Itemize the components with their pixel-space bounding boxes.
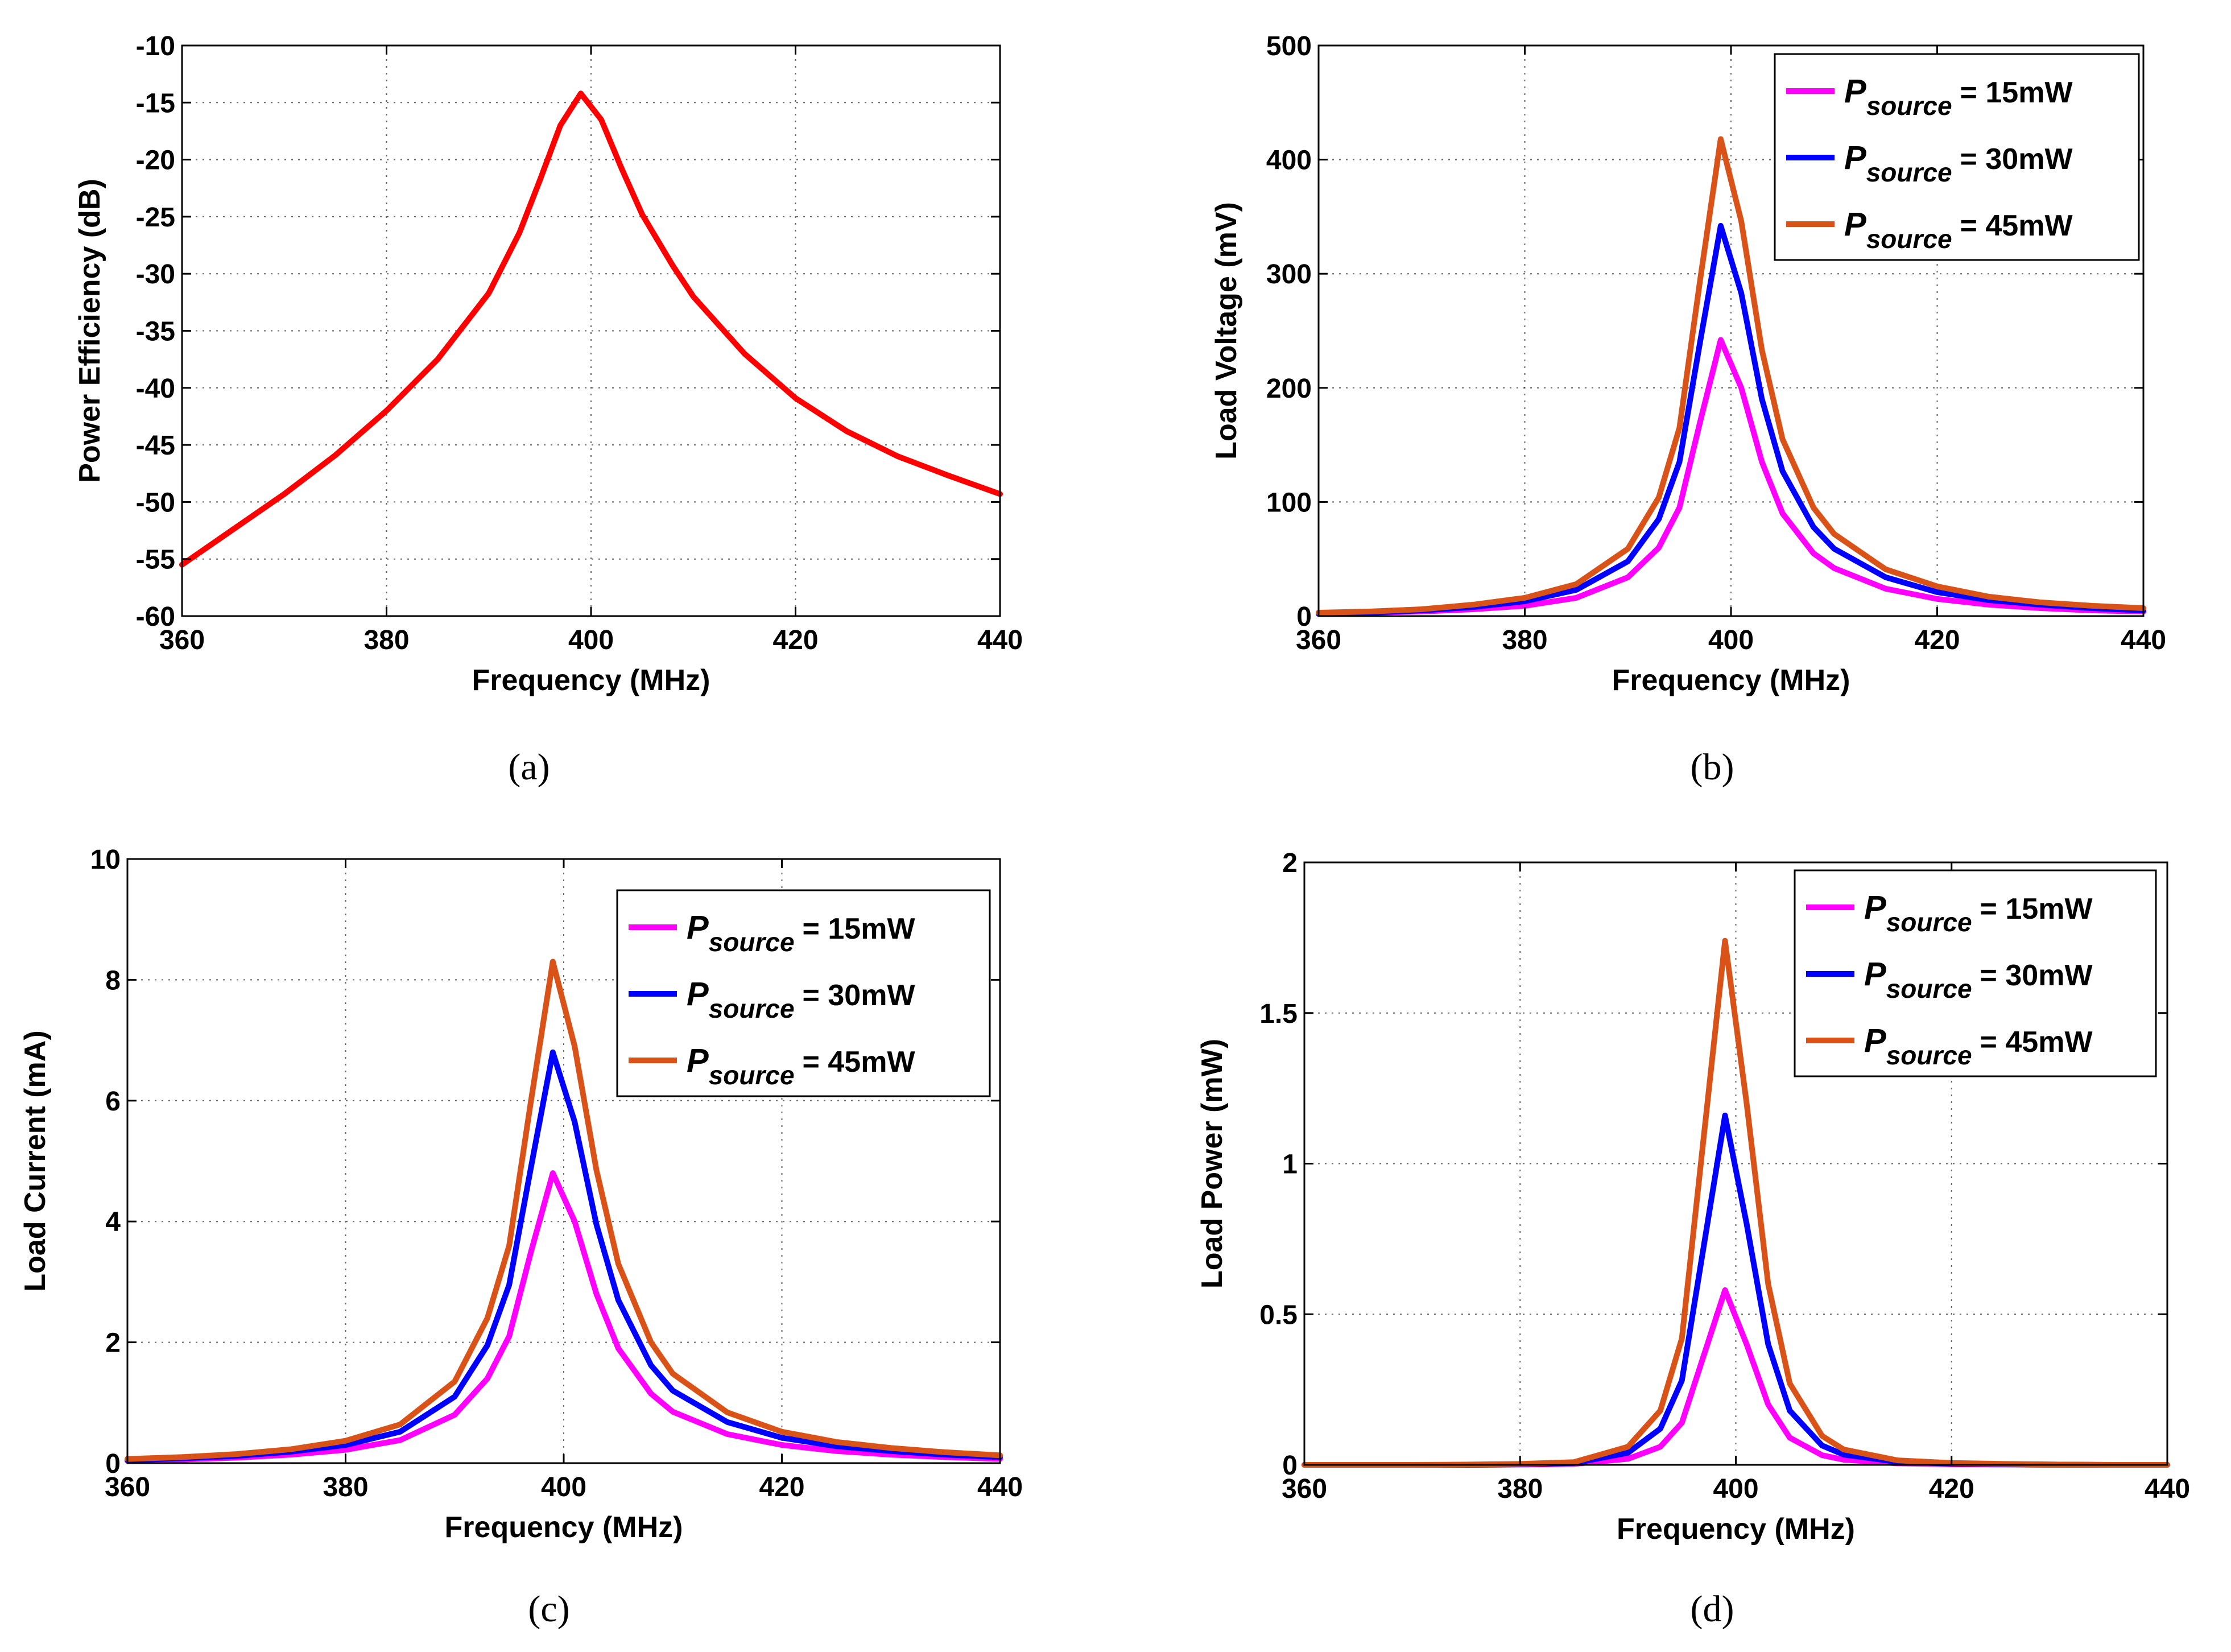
x-tick-label-c: 380 [323,1472,368,1502]
x-axis-label-b: Frequency (MHz) [1612,664,1850,697]
y-tick-label-a: -45 [136,431,175,461]
legend-d: Psource = 15mW Psource = 30mW Psource = 45mW [1794,869,2157,1077]
legend-box-c [616,889,991,1097]
caption-a: (a) [508,746,550,788]
y-tick-label-a: -30 [136,259,175,290]
x-tick-label-d: 380 [1497,1474,1543,1504]
y-tick-label-b: 400 [1266,146,1312,176]
series-line-c-3 [125,959,1003,1462]
y-tick-label-c: 8 [105,965,121,996]
legend-label-d-1: Psource = 15mW [1864,889,2093,937]
series-line-b-3 [1316,136,2146,616]
x-tick-label-d: 400 [1713,1474,1758,1504]
caption-c: (c) [528,1588,569,1630]
legend-label-b-2: Psource = 30mW [1844,139,2073,187]
y-axis-label-b: Load Voltage (mV) [1210,202,1243,460]
x-tick-label-c: 420 [759,1472,804,1502]
legend-label-d-2: Psource = 30mW [1864,956,2093,1003]
x-tick-label-b: 440 [2121,625,2166,655]
panel-b: 360 380 400 420 440 0 100 200 300 400 500 Frequency… [1210,31,2166,788]
x-tick-label-a: 440 [977,625,1023,655]
series-line-c-2 [125,1049,1003,1463]
legend-b: Psource = 15mW Psource = 30mW Psource = 45mW [1774,53,2140,261]
x-tick-label-a: 380 [363,625,409,655]
y-tick-label-b: 300 [1266,259,1312,290]
legend-label-c-1: Psource = 15mW [687,909,915,957]
y-tick-label-a: -10 [136,31,175,61]
x-tick-label-b: 380 [1502,625,1547,655]
x-axis-label-c: Frequency (MHz) [445,1511,683,1544]
legend-label-c-3: Psource = 45mW [687,1042,915,1090]
y-tick-label-a: -25 [136,203,175,233]
legend-label-b-1: Psource = 15mW [1844,73,2073,121]
caption-d: (d) [1691,1588,1734,1630]
x-tick-label-a: 360 [159,625,205,655]
y-tick-label-b: 100 [1266,488,1312,518]
x-axis-label-d: Frequency (MHz) [1617,1513,1855,1546]
x-tick-label-d: 440 [2145,1474,2190,1504]
series-line-b-2 [1316,222,2146,617]
legend-c: Psource = 15mW Psource = 30mW Psource = 45mW [616,889,991,1097]
y-tick-label-a: -20 [136,146,175,176]
legend-label-d-3: Psource = 45mW [1864,1022,2093,1070]
y-tick-label-d: 0 [1282,1451,1298,1481]
panel-d: 360 380 400 420 440 0 0.5 1 1.5 2 Frequency (MHz) L… [1196,848,2190,1630]
y-tick-label-a: -50 [136,488,175,518]
legend-box-b [1774,53,2140,261]
plot-area-a [182,46,1000,616]
y-tick-label-a: -35 [136,317,175,347]
x-tick-label-c: 400 [541,1472,586,1502]
y-tick-label-b: 500 [1266,31,1312,61]
panel-a: 360 380 400 420 440 -60 -55 -50 -45 -40 -35 -30 -25 -… [73,31,1023,788]
series-line-b-1 [1316,337,2146,617]
x-axis-label-a: Frequency (MHz) [472,664,710,697]
y-tick-label-d: 2 [1282,848,1298,878]
y-tick-label-b: 0 [1296,602,1312,632]
y-tick-label-a: -55 [136,545,175,575]
series-line-a-1 [179,90,1003,568]
y-tick-label-a: -60 [136,602,175,632]
y-tick-label-a: -40 [136,374,175,404]
x-tick-label-a: 400 [568,625,614,655]
y-axis-label-a: Power Efficiency (dB) [73,179,106,483]
legend-box-d [1794,869,2157,1077]
y-tick-label-c: 10 [90,845,121,875]
y-tick-label-c: 0 [105,1449,121,1479]
y-tick-label-d: 0.5 [1259,1300,1298,1330]
y-tick-label-c: 4 [105,1207,121,1237]
y-tick-label-c: 2 [105,1328,121,1358]
legend-label-c-2: Psource = 30mW [687,976,915,1023]
x-tick-label-d: 360 [1282,1474,1327,1504]
panel-c: 360 380 400 420 440 0 2 4 6 8 10 Frequency (MHz) Loa… [19,845,1023,1630]
x-tick-label-b: 420 [1914,625,1960,655]
series-line-c-1 [125,1170,1003,1464]
y-tick-label-b: 200 [1266,374,1312,404]
y-axis-label-d: Load Power (mW) [1196,1039,1229,1288]
x-tick-label-d: 420 [1929,1474,1974,1504]
caption-b: (b) [1691,746,1734,788]
x-tick-label-a: 420 [772,625,818,655]
y-tick-label-d: 1.5 [1259,999,1298,1029]
y-tick-label-c: 6 [105,1087,121,1117]
x-tick-label-b: 360 [1296,625,1341,655]
y-axis-label-c: Load Current (mA) [19,1030,52,1291]
x-tick-label-c: 360 [105,1472,150,1502]
x-tick-label-b: 400 [1708,625,1754,655]
x-tick-label-c: 440 [977,1472,1023,1502]
y-tick-label-a: -15 [136,88,175,118]
y-tick-label-d: 1 [1282,1150,1298,1180]
legend-label-b-3: Psource = 45mW [1844,206,2073,254]
